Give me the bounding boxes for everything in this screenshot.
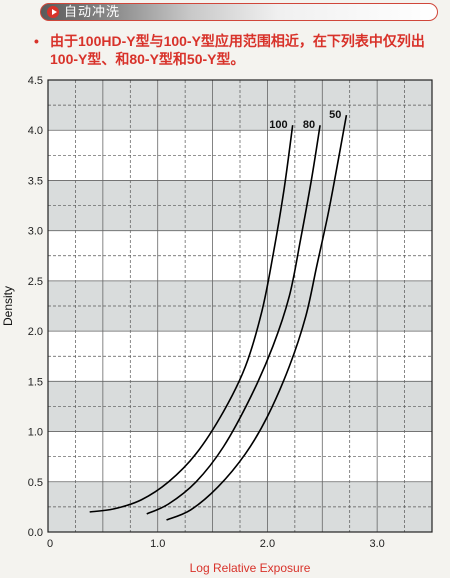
y-tick-label: 2.0 <box>28 326 43 338</box>
note-text: 由于100HD-Y型与100-Y型应用范围相近，在下列表中仅列出100-Y型、和… <box>50 33 425 67</box>
curve-80 <box>146 125 321 515</box>
plot-frame <box>47 79 433 533</box>
y-tick-label: 0.5 <box>28 477 43 489</box>
y-tick-label: 1.0 <box>28 427 43 439</box>
x-tick-label: 3.0 <box>369 538 384 550</box>
y-tick-label: 3.0 <box>28 226 43 238</box>
curve-50 <box>166 115 348 521</box>
play-icon <box>47 6 59 18</box>
curve-100 <box>89 125 294 513</box>
note: • 由于100HD-Y型与100-Y型应用范围相近，在下列表中仅列出100-Y型… <box>34 32 444 68</box>
bullet: • <box>34 33 39 49</box>
y-axis-label: Density <box>1 286 15 326</box>
section-title: 自动冲洗 <box>64 4 121 19</box>
curve-label-50: 50 <box>329 109 341 121</box>
x-tick-label: 1.0 <box>150 538 165 550</box>
y-tick-label: 0.0 <box>28 527 43 539</box>
y-tick-label: 4.5 <box>28 75 43 87</box>
y-tick-label: 2.5 <box>28 276 43 288</box>
x-tick-label: 0 <box>47 538 53 550</box>
x-axis-label: Log Relative Exposure <box>190 561 311 575</box>
x-tick-label: 2.0 <box>260 538 275 550</box>
header-bar <box>40 3 438 21</box>
curve-label-100: 100 <box>269 119 287 131</box>
y-tick-label: 1.5 <box>28 376 43 388</box>
y-tick-label: 4.0 <box>28 125 43 137</box>
y-tick-label: 3.5 <box>28 175 43 187</box>
curve-label-80: 80 <box>303 119 315 131</box>
